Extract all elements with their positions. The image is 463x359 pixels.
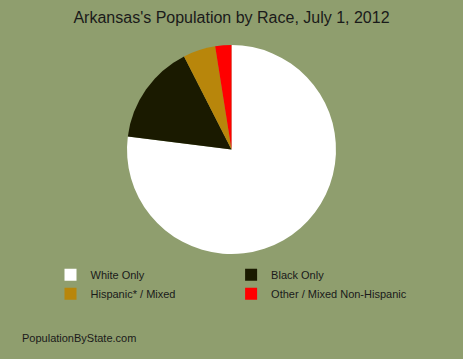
svg-text:Arkansas's Population by Race,: Arkansas's Population by Race, July 1, 2…: [73, 9, 389, 26]
svg-text:Hispanic* / Mixed: Hispanic* / Mixed: [91, 288, 176, 300]
svg-text:White Only: White Only: [91, 269, 145, 281]
svg-text:PopulationByState.com: PopulationByState.com: [22, 332, 136, 344]
svg-text:Other / Mixed Non-Hispanic: Other / Mixed Non-Hispanic: [271, 288, 407, 300]
svg-text:Black Only: Black Only: [271, 269, 324, 281]
